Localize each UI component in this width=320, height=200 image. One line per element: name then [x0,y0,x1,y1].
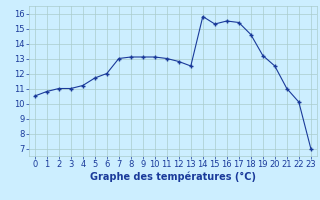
X-axis label: Graphe des températures (°C): Graphe des températures (°C) [90,172,256,182]
